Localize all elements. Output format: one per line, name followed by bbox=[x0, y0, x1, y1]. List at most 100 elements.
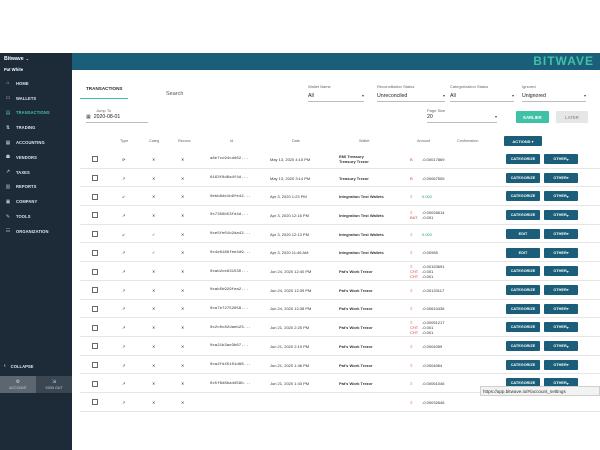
wallet-name: Pat's Work Trezor bbox=[339, 262, 373, 281]
sidebar-item-vendors[interactable]: ☗ VENDORS bbox=[0, 150, 72, 165]
transaction-id-link[interactable]: 0x7356b53fd4d... bbox=[210, 213, 249, 218]
other-menu-button[interactable]: OTHER ▾ bbox=[544, 359, 578, 370]
other-menu-button[interactable]: OTHER ▾ bbox=[544, 172, 578, 183]
row-checkbox[interactable] bbox=[92, 380, 98, 387]
amount-cell: Ξ -0.00032646 bbox=[410, 393, 444, 412]
transaction-id-link[interactable]: 0xa21b3ae3b07... bbox=[210, 344, 249, 349]
sidebar-item-label: ACCOUNTING bbox=[16, 140, 45, 146]
sidebar-item-home[interactable]: ⌂ HOME bbox=[0, 76, 72, 91]
row-checkbox[interactable] bbox=[92, 231, 98, 238]
row-checkbox[interactable] bbox=[92, 175, 98, 182]
edit-button[interactable]: EDIT bbox=[506, 247, 540, 258]
categorize-button[interactable]: CATEGORIZE bbox=[506, 341, 540, 351]
row-checkbox[interactable] bbox=[92, 305, 98, 312]
sidebar-item-trading[interactable]: ⇅ TRADING bbox=[0, 120, 72, 135]
sidebar-item-transactions[interactable]: ▤ TRANSACTIONS bbox=[0, 106, 72, 121]
transaction-id-link[interactable]: 0x5f6d8ba4d59b... bbox=[210, 381, 251, 386]
sidebar-item-reports[interactable]: ▥ REPORTS bbox=[0, 180, 72, 195]
edit-button[interactable]: EDIT bbox=[506, 228, 540, 239]
wallet-name: Pat's Work Trezor bbox=[339, 374, 373, 393]
categorize-button[interactable]: CATEGORIZE bbox=[506, 359, 540, 370]
dropdown-arrow-icon: ▾ bbox=[442, 93, 445, 98]
jump-to-field[interactable]: Jump To ▦ 2020-08-01 bbox=[86, 108, 148, 123]
other-menu-button[interactable]: OTHER ▾ bbox=[544, 266, 578, 277]
row-checkbox[interactable] bbox=[92, 287, 98, 294]
categorize-button[interactable]: CATEGORIZE bbox=[506, 172, 540, 183]
categorize-button[interactable]: CATEGORIZE bbox=[506, 210, 540, 221]
categorize-button[interactable]: CATEGORIZE bbox=[506, 191, 540, 202]
row-checkbox[interactable] bbox=[92, 324, 98, 331]
chevron-down-icon: ▾ bbox=[566, 157, 569, 162]
other-menu-button[interactable]: OTHER ▾ bbox=[544, 322, 578, 333]
sidebar-item-accounting[interactable]: ▦ ACCOUNTING bbox=[0, 135, 72, 150]
tab-transactions[interactable]: TRANSACTIONS bbox=[86, 86, 123, 91]
reconciliation-status-filter[interactable]: Reconciliation Status Unreconciled ▾ bbox=[377, 84, 445, 102]
actions-menu-button[interactable]: ACTIONS ▾ bbox=[504, 136, 542, 146]
sidebar-item-taxes[interactable]: ↗ TAXES bbox=[0, 165, 72, 180]
wallet-name: Integration Test Wallets bbox=[339, 187, 384, 206]
collapse-label: COLLAPSE bbox=[10, 363, 34, 369]
collapse-button[interactable]: ‹ COLLAPSE bbox=[4, 363, 33, 369]
row-select-cell bbox=[92, 262, 98, 281]
search-input[interactable]: Search bbox=[166, 91, 184, 97]
other-menu-button[interactable]: OTHER ▾ bbox=[544, 210, 578, 221]
row-checkbox[interactable] bbox=[92, 362, 98, 369]
unreconciled-x-icon: ✕ bbox=[181, 269, 185, 275]
sign-out-button[interactable]: ⇲ SIGN OUT bbox=[36, 376, 72, 393]
transaction-id-link[interactable]: 0xa2fd45101d88... bbox=[210, 363, 251, 368]
dropdown-arrow-icon: ▾ bbox=[511, 93, 514, 98]
org-name: Bitwave bbox=[4, 56, 24, 62]
wallet-line: Treasury Trezor bbox=[339, 159, 369, 165]
other-menu-button[interactable]: OTHER ▾ bbox=[544, 191, 578, 202]
ignored-filter[interactable]: Ignored Unignored ▾ bbox=[522, 84, 586, 102]
other-menu-button[interactable]: OTHER ▾ bbox=[544, 284, 578, 295]
row-checkbox[interactable] bbox=[92, 268, 98, 275]
row-checkbox[interactable] bbox=[92, 156, 98, 163]
row-checkbox[interactable] bbox=[92, 399, 98, 406]
row-checkbox[interactable] bbox=[92, 343, 98, 350]
page-size-select[interactable]: Page Size 20 ▾ bbox=[427, 108, 497, 123]
other-menu-button[interactable]: OTHER ▾ bbox=[544, 341, 578, 351]
transaction-id-link[interactable]: 0ebb6de1b9fe42... bbox=[210, 194, 251, 199]
transaction-id-link[interactable]: 0xab2ce931530... bbox=[210, 269, 249, 274]
account-button[interactable]: ⚙ ACCOUNT bbox=[0, 376, 36, 393]
table-row: ↗ ✓ ✕ 0x4e6189fee4d9... Apr 3, 2020 11:46 AM… bbox=[80, 244, 600, 263]
org-switcher[interactable]: Bitwave ⌄ bbox=[4, 56, 29, 62]
transaction-id-link[interactable]: 6163f8d6a4f4d... bbox=[210, 176, 249, 181]
sidebar-item-tools[interactable]: ✎ TOOLS bbox=[0, 209, 72, 224]
categorize-button[interactable]: CATEGORIZE bbox=[506, 266, 540, 277]
sidebar-item-wallets[interactable]: ▭ WALLETS bbox=[0, 91, 72, 106]
categorize-button[interactable]: CATEGORIZE bbox=[506, 378, 540, 389]
row-checkbox[interactable] bbox=[92, 193, 98, 200]
transaction-id-link[interactable]: 0xa7e72752658... bbox=[210, 306, 249, 311]
jump-to-value: 2020-08-01 bbox=[93, 114, 121, 120]
other-menu-button[interactable]: OTHER ▾ bbox=[544, 247, 578, 258]
row-checkbox[interactable] bbox=[92, 212, 98, 219]
other-menu-button[interactable]: OTHER ▾ bbox=[544, 378, 578, 389]
transaction-id-link[interactable]: a8e7cc94cdd02... bbox=[210, 157, 249, 162]
categorize-button[interactable]: CATEGORIZE bbox=[506, 303, 540, 314]
wallet-name-filter[interactable]: Wallet Name All ▾ bbox=[308, 84, 364, 102]
amount-line: B -0.00067505 bbox=[410, 176, 444, 181]
transaction-id-link[interactable]: 0x2c0c82daeb23... bbox=[210, 325, 251, 330]
amount-cell: Ξ -0.00026614 BAT -0.001 bbox=[410, 206, 444, 225]
categorize-button[interactable]: CATEGORIZE bbox=[506, 322, 540, 333]
chevron-down-icon: ▾ bbox=[566, 194, 569, 199]
sidebar-item-company[interactable]: ▣ COMPANY bbox=[0, 194, 72, 209]
transaction-id-link[interactable]: 0x4e6189fee4d9... bbox=[210, 250, 251, 255]
amount-line: BAT -0.001 bbox=[410, 215, 433, 220]
other-label: OTHER bbox=[553, 231, 567, 236]
amount-value: -0.00061046 bbox=[422, 381, 445, 387]
transaction-id-link[interactable]: 0xe5fe01b2da42... bbox=[210, 232, 251, 237]
row-checkbox[interactable] bbox=[92, 249, 98, 256]
categorize-button[interactable]: CATEGORIZE bbox=[506, 284, 540, 295]
categorize-button[interactable]: CATEGORIZE bbox=[506, 154, 540, 164]
other-menu-button[interactable]: OTHER ▾ bbox=[544, 154, 578, 164]
transaction-id-link[interactable]: 0xab5b929fea2... bbox=[210, 288, 249, 293]
other-menu-button[interactable]: OTHER ▾ bbox=[544, 228, 578, 239]
earlier-button[interactable]: EARLIER bbox=[516, 111, 549, 123]
other-menu-button[interactable]: OTHER ▾ bbox=[544, 303, 578, 314]
categorization-status-filter[interactable]: Categorization Status All ▾ bbox=[450, 84, 514, 102]
later-button[interactable]: LATER bbox=[556, 111, 588, 123]
sidebar-item-organization[interactable]: ☷ ORGANIZATION bbox=[0, 224, 72, 239]
